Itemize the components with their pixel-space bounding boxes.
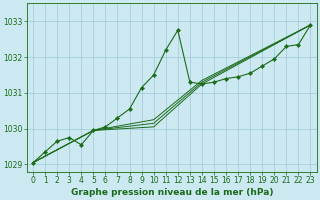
X-axis label: Graphe pression niveau de la mer (hPa): Graphe pression niveau de la mer (hPa) — [70, 188, 273, 197]
